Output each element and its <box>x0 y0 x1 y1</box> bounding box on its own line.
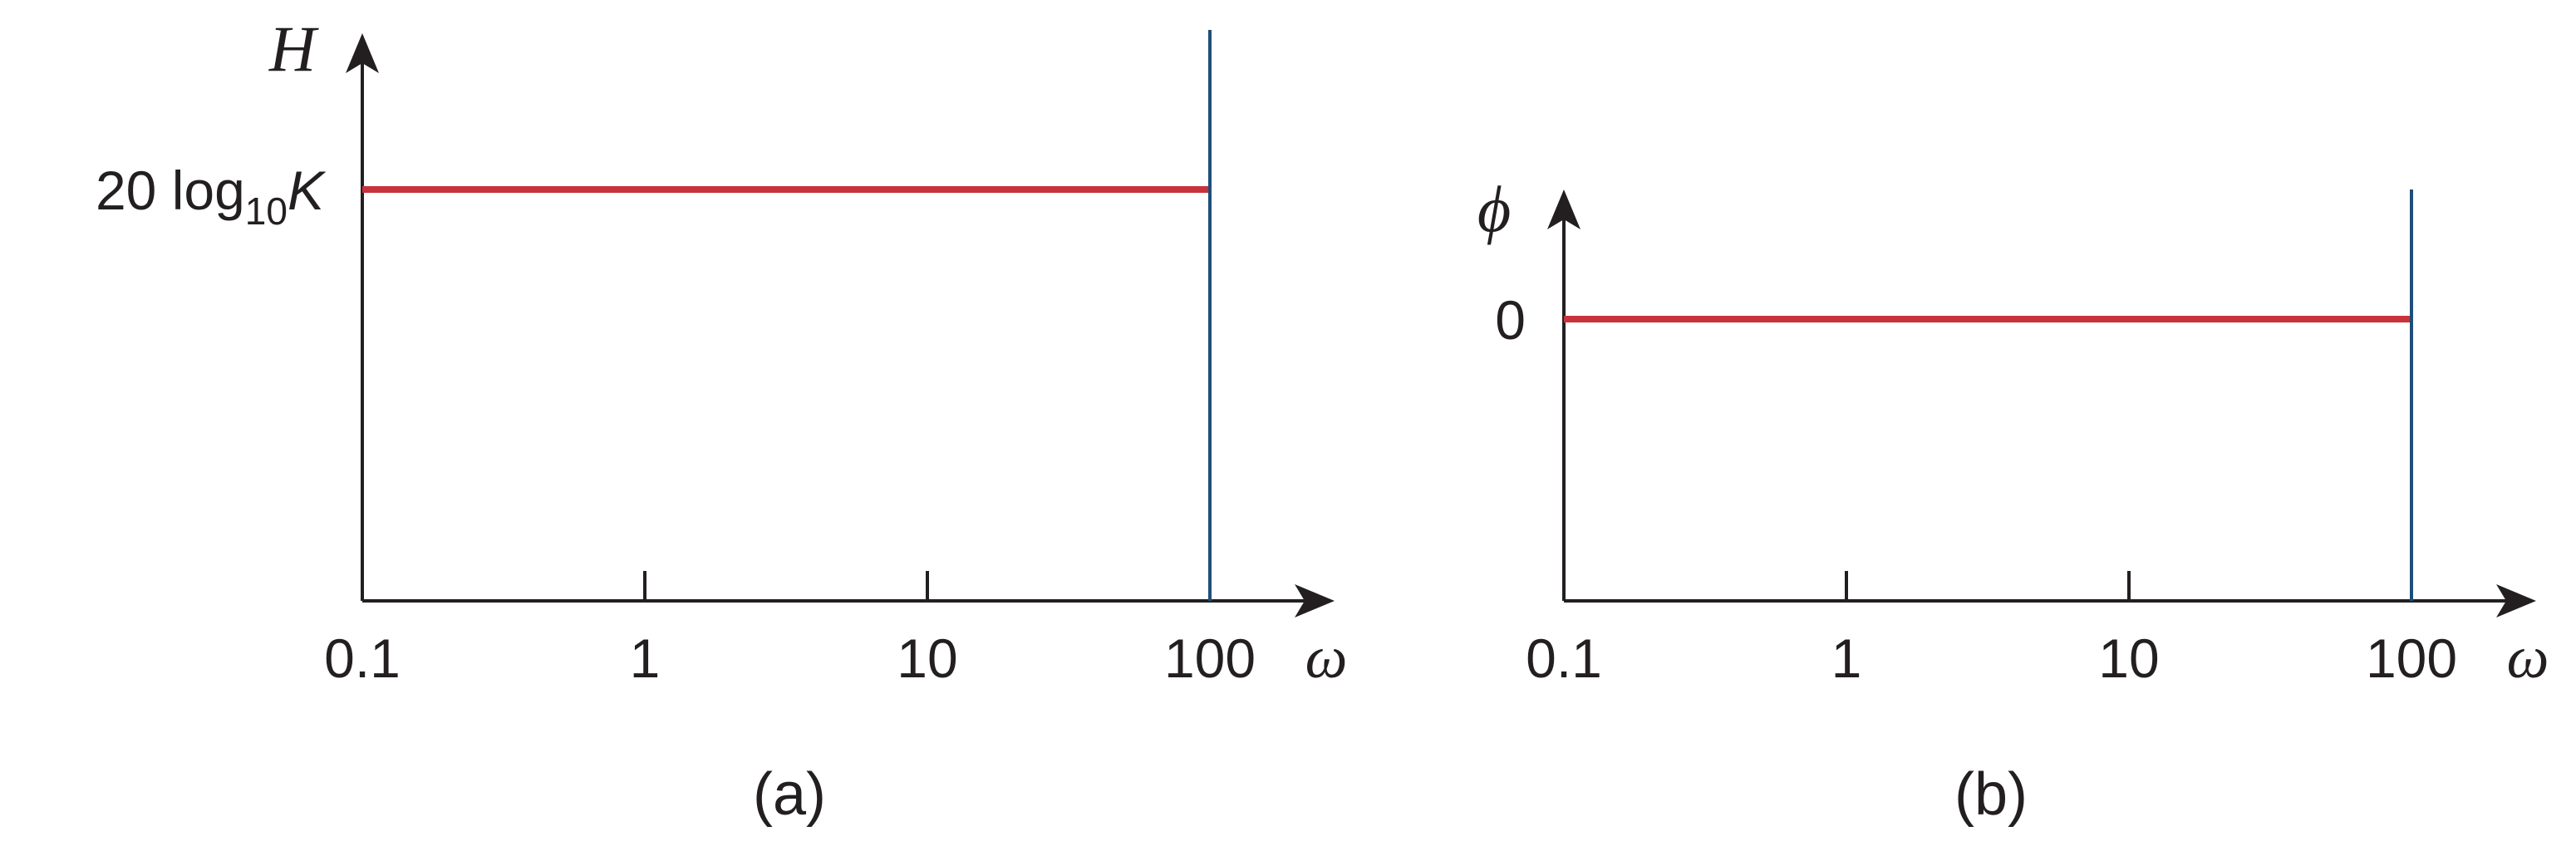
x-tick-label: 100 <box>2366 627 2457 689</box>
y-tick-variable: K <box>288 160 327 221</box>
x-tick-label: 10 <box>2098 627 2159 689</box>
y-tick-label: 20 log10K <box>96 160 327 233</box>
y-axis-label: H <box>268 12 319 85</box>
x-tick-label: 0.1 <box>1526 627 1602 689</box>
x-tick-label: 0.1 <box>324 627 401 689</box>
panel-label: (a) <box>753 761 826 828</box>
y-axis-arrow-icon <box>1547 189 1581 229</box>
y-axis-arrow-icon <box>346 33 379 73</box>
y-tick-subscript: 10 <box>245 189 288 233</box>
x-axis-arrow-icon <box>2496 584 2536 617</box>
panel-label: (b) <box>1954 761 2028 828</box>
x-tick-label: 1 <box>1831 627 1862 689</box>
panel-b: 0.1 1 10 100 ω ϕ 0 (b) <box>1477 173 2549 828</box>
x-tick-label: 1 <box>630 627 661 689</box>
y-tick-label: 0 <box>1495 289 1526 351</box>
y-axis-label: ϕ <box>1477 173 1511 245</box>
x-axis-label: ω <box>2507 624 2549 691</box>
x-tick-label: 10 <box>897 627 957 689</box>
x-axis-label: ω <box>1305 624 1348 691</box>
y-tick-main: 20 log <box>96 160 245 221</box>
y-tick-main: 0 <box>1495 289 1526 351</box>
x-axis-arrow-icon <box>1295 584 1335 617</box>
x-tick-label: 100 <box>1164 627 1256 689</box>
